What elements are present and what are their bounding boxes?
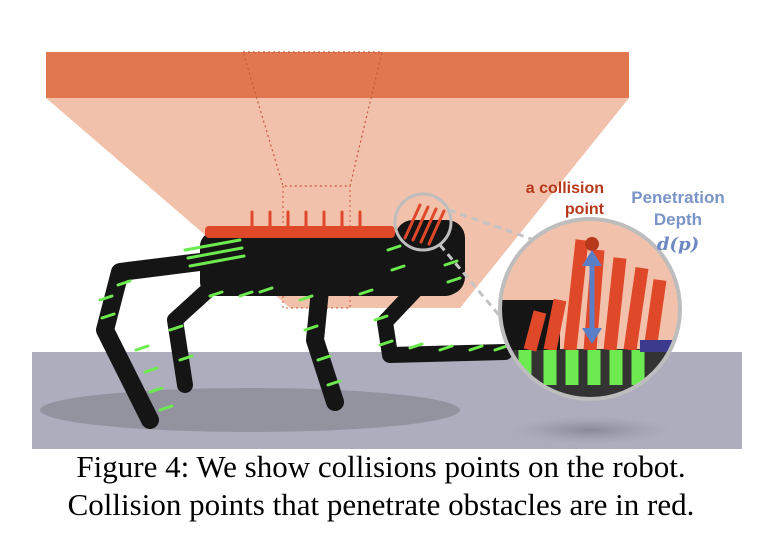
obstacle-top	[46, 52, 629, 98]
connector-bottom	[438, 244, 522, 341]
zoom-inset	[498, 217, 682, 401]
caption-line-2: Collision points that penetrate obstacle…	[67, 487, 695, 522]
robot-rear-leg-1	[96, 253, 209, 429]
label-depth-symbol: d(p)	[657, 234, 699, 255]
caption-line-1: Figure 4: We show collisions points on t…	[76, 449, 686, 484]
zoom-shadow	[510, 416, 670, 444]
robot-head	[395, 220, 465, 295]
robot-back-red	[205, 226, 395, 238]
zoom-circle-border	[498, 217, 682, 401]
figure-caption: Figure 4: We show collisions points on t…	[0, 448, 762, 524]
collision-point-marker	[585, 237, 599, 251]
connector-top	[448, 208, 541, 244]
label-depth-line1: Penetration	[631, 188, 725, 207]
robot	[96, 203, 513, 429]
penetration-depth-arrow	[582, 250, 602, 344]
robot-rear-leg-2	[167, 262, 238, 393]
label-collision-line2: point	[565, 201, 605, 218]
obstacle-frustum	[46, 98, 629, 308]
figure-illustration: a collision point Penetration Depth d(p)	[32, 51, 742, 449]
robot-front-leg-1	[306, 281, 344, 411]
label-depth-line2: Depth	[654, 210, 702, 229]
robot-shadow	[40, 388, 460, 432]
collision-points-green	[98, 238, 509, 412]
label-collision-line1: a collision	[526, 180, 604, 197]
robot-front-leg-2	[377, 277, 513, 363]
collision-points-red	[250, 203, 446, 246]
collision-highlight-circle	[393, 192, 453, 252]
